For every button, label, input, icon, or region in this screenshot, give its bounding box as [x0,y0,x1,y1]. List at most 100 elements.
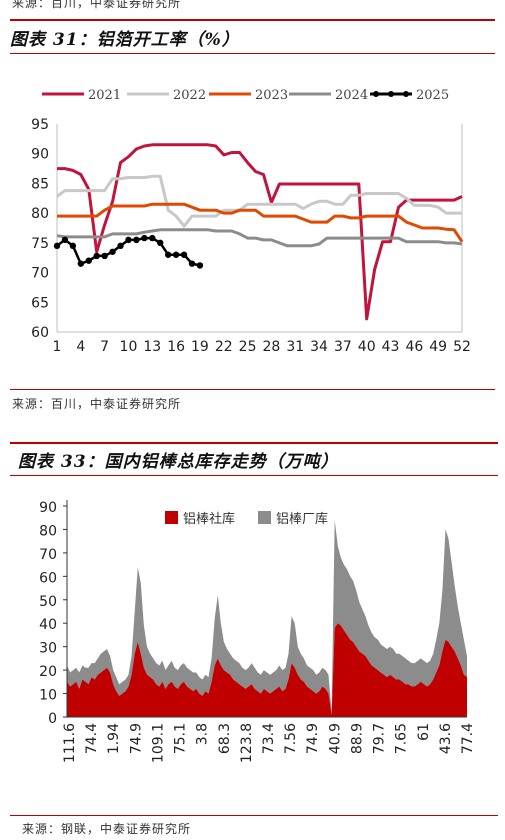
chart1-legend-label: 2021 [88,88,121,103]
chart2-source-rule [10,815,498,816]
chart2-x-tick-label: 40.9 [327,723,343,754]
chart2-y-tick-label: 60 [39,570,57,586]
chart1-point-2025 [164,251,172,258]
chart2-x-tick-label: 74.9 [128,723,144,754]
chart1-x-tick-label: 34 [310,339,328,355]
chart1-y-tick-label: 70 [31,266,49,282]
chart2-x-tick-label: 88.9 [349,723,365,754]
chart2-x-tick-label: 7.65 [394,723,410,754]
chart1-legend-label: 2024 [335,88,368,103]
chart1-title: 图表 31：铝箔开工率（%） [10,30,240,50]
chart2-y-tick-label: 10 [39,688,57,704]
chart2-x-tick-label: 111.6 [62,723,78,763]
chart2-title-rule [10,475,498,476]
chart1-x-tick-label: 19 [191,339,209,355]
chart1-x-tick-label: 10 [120,339,138,355]
chart1-y-tick-label: 85 [31,176,49,192]
chart1-series-2024 [56,228,463,248]
chart2-x-tick-label: 123.8 [239,723,255,763]
chart2-x-tick-label: 61 [416,723,432,741]
top-source-text: 来源：百川，中泰证券研究所 [12,0,182,10]
chart2-legend-label: 铝棒社库 [183,511,235,527]
chart1-point-2025 [117,242,124,250]
chart2-legend-label: 铝棒厂库 [276,511,328,527]
chart1-series-2021 [57,143,463,321]
chart2-y-tick-label: 80 [39,523,57,539]
chart1-point-2025 [180,251,188,258]
chart1-svg: 60 65 70 75 80 85 90 95 1 4 7 10 13 16 19 22 25 28 31 34 37 4… [31,88,471,355]
chart1-point-2025 [125,236,132,244]
chart2-x-tick-label: 7.56 [283,723,299,754]
chart1-point-2025 [69,242,77,250]
chart1-point-2025 [85,257,92,264]
chart1-point-2025 [196,262,204,269]
chart2-x-tick-label: 77.4 [460,723,476,754]
chart2-top-rule [10,442,498,444]
chart1-x-tick-label: 46 [405,339,423,355]
chart2-y-tick-label: 20 [39,664,57,680]
chart1-point-2025 [149,234,156,242]
chart1-legend-label: 2022 [173,88,206,103]
chart2-y-tick-label: 40 [39,617,57,633]
chart1-y-tick-label: 60 [31,325,49,341]
chart1-point-2025 [157,239,164,247]
chart1-legend-marker [403,91,409,97]
chart1-x-tick-label: 4 [76,339,85,355]
chart1-x-tick-label: 52 [453,339,471,355]
chart2-y-tick-label: 70 [39,547,57,563]
chart1-point-2025 [133,236,140,244]
chart2-x-tick-label: 74.9 [305,723,321,754]
chart2-x-tick-label: 1.94 [106,723,122,754]
chart1-x-tick-label: 40 [358,339,376,355]
chart1-point-2025 [53,242,61,250]
chart1-y-tick-label: 65 [31,295,49,311]
chart2-legend-swatch [165,511,178,524]
chart1-point-2025 [188,260,196,267]
chart1-point-2025 [61,236,69,244]
chart1-x-tick-label: 1 [53,339,62,355]
chart1-y-tick-label: 80 [31,206,49,222]
chart1-x-tick-label: 25 [239,339,257,355]
chart1-x-tick-label: 28 [262,339,280,355]
chart1-x-tick-label: 13 [143,339,161,355]
chart1-x-tick-label: 49 [429,339,447,355]
chart2-y-tick-label: 0 [48,711,57,727]
chart1-x-tick-label: 16 [167,339,185,355]
chart1-legend-label: 2023 [255,88,288,103]
chart1-point-2025 [172,251,180,258]
top-divider [10,19,495,21]
chart1-title-rule [10,53,495,54]
chart2-x-tick-label: 79.7 [372,723,388,754]
chart2-x-tick-label: 68.3 [217,723,233,754]
chart2-y-tick-label: 50 [39,594,57,610]
chart1-y-tick-label: 90 [31,147,49,163]
chart1-point-2025 [141,234,148,242]
chart1-legend-label: 2025 [416,88,449,103]
chart1-x-tick-label: 7 [100,339,109,355]
chart2-area-social-stock [67,623,467,717]
chart2-svg: 0 10 20 30 40 50 60 70 80 90 111.6 74.4 1.94 74.9 109.… [39,500,476,763]
chart1-point-2025 [77,260,85,267]
chart1-point-2025 [93,252,100,260]
chart2-x-tick-label: 109.1 [150,723,166,763]
chart2-title: 图表 33：国内铝棒总库存走势（万吨） [18,452,339,472]
chart1-point-2025 [109,248,116,255]
chart1-x-tick-label: 31 [286,339,304,355]
chart2-y-tick-label: 90 [39,500,57,516]
chart1-x-tick-label: 22 [215,339,233,355]
chart2-x-tick-label: 75.1 [173,723,189,754]
chart1-point-2025 [101,252,108,260]
chart1-x-tick-label: 37 [334,339,352,355]
chart1-y-tick-label: 95 [31,117,49,133]
chart1-source-rule [10,389,495,390]
chart2-legend-swatch [258,511,271,524]
chart1-legend-marker [388,91,394,97]
chart2-x-tick-label: 74.4 [84,723,100,754]
chart2-x-tick-label: 43.6 [438,723,454,754]
chart2-source: 来源：钢联，中泰证券研究所 [22,822,192,836]
chart1-x-tick-label: 43 [382,339,400,355]
chart2-x-tick-label: 3.8 [195,723,211,745]
chart1-legend-marker [373,91,379,97]
chart1-series-2023 [57,202,464,243]
chart2-x-tick-label: 73.4 [261,723,277,754]
